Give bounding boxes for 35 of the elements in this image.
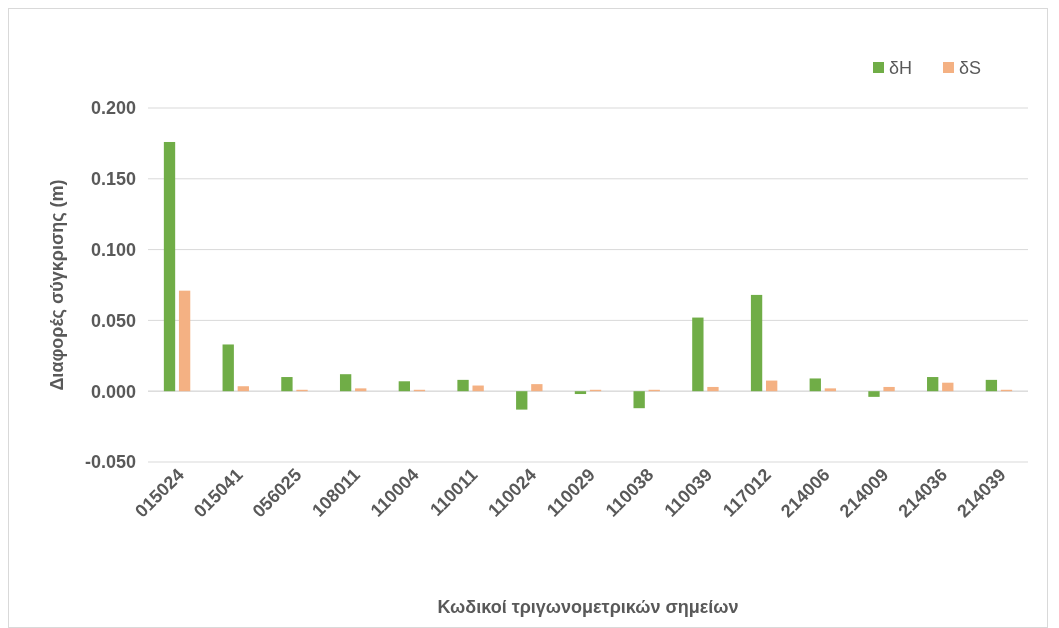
- bar: [398, 381, 410, 392]
- y-tick-label: 0.100: [90, 239, 136, 260]
- bar: [985, 379, 998, 392]
- bar: [472, 385, 484, 392]
- bar: [516, 391, 528, 410]
- bar: [766, 380, 778, 392]
- bar: [281, 377, 293, 392]
- x-axis-title: Κωδικοί τριγωνομετρικών σημείων: [437, 597, 739, 617]
- bar: [531, 384, 543, 392]
- bar: [574, 391, 587, 395]
- bar: [883, 386, 895, 392]
- bar: [457, 379, 469, 392]
- bar: [163, 141, 176, 392]
- bar: [824, 388, 837, 392]
- y-tick-label: -0.050: [84, 452, 136, 473]
- bar: [237, 386, 249, 392]
- bar: [355, 388, 367, 392]
- y-tick-label: 0.150: [90, 169, 136, 190]
- bar: [339, 374, 352, 392]
- bar: [942, 382, 954, 392]
- y-axis-title: Διαφορές σύγκρισης (m): [47, 179, 67, 391]
- bar: [707, 386, 719, 392]
- bar: [750, 294, 763, 392]
- y-tick-label: 0.000: [90, 381, 136, 402]
- bar: [222, 344, 234, 392]
- bar: [927, 377, 939, 392]
- legend-label: δS: [959, 58, 982, 79]
- bar: [692, 317, 704, 392]
- bar: [178, 290, 191, 392]
- bar: [809, 378, 821, 392]
- y-tick-label: 0.050: [90, 310, 136, 331]
- legend-label: δH: [889, 58, 913, 79]
- bar: [633, 391, 645, 409]
- y-tick-label: 0.200: [90, 98, 136, 119]
- bar: [868, 391, 880, 397]
